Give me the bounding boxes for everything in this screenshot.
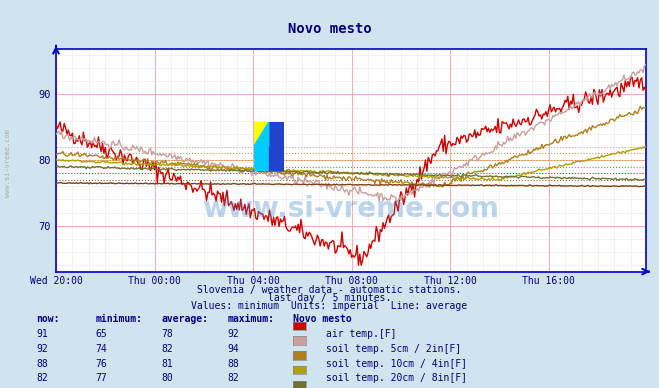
Text: air temp.[F]: air temp.[F]	[326, 329, 397, 339]
Text: 92: 92	[36, 344, 48, 354]
Text: www.si-vreme.com: www.si-vreme.com	[5, 129, 11, 197]
Text: minimum:: minimum:	[96, 314, 142, 324]
Text: 82: 82	[227, 373, 239, 383]
Text: soil temp. 20cm / 8in[F]: soil temp. 20cm / 8in[F]	[326, 373, 467, 383]
Text: 76: 76	[96, 359, 107, 369]
Text: Novo mesto: Novo mesto	[287, 22, 372, 36]
Text: soil temp. 10cm / 4in[F]: soil temp. 10cm / 4in[F]	[326, 359, 467, 369]
Text: now:: now:	[36, 314, 60, 324]
Text: www.si-vreme.com: www.si-vreme.com	[202, 195, 500, 223]
Text: soil temp. 5cm / 2in[F]: soil temp. 5cm / 2in[F]	[326, 344, 461, 354]
Text: maximum:: maximum:	[227, 314, 274, 324]
Text: 81: 81	[161, 359, 173, 369]
Polygon shape	[254, 122, 269, 147]
Text: 88: 88	[36, 359, 48, 369]
Text: Novo mesto: Novo mesto	[293, 314, 352, 324]
Text: Values: minimum  Units: imperial  Line: average: Values: minimum Units: imperial Line: av…	[191, 301, 468, 311]
Text: 82: 82	[36, 373, 48, 383]
Text: 82: 82	[161, 344, 173, 354]
Text: 65: 65	[96, 329, 107, 339]
Text: 78: 78	[161, 329, 173, 339]
Polygon shape	[269, 122, 284, 171]
Polygon shape	[254, 122, 269, 147]
Text: average:: average:	[161, 314, 208, 324]
Text: 88: 88	[227, 359, 239, 369]
Text: last day / 5 minutes.: last day / 5 minutes.	[268, 293, 391, 303]
Text: 77: 77	[96, 373, 107, 383]
Text: 91: 91	[36, 329, 48, 339]
Text: 74: 74	[96, 344, 107, 354]
Text: Slovenia / weather data - automatic stations.: Slovenia / weather data - automatic stat…	[197, 285, 462, 295]
Text: 80: 80	[161, 373, 173, 383]
Text: 94: 94	[227, 344, 239, 354]
Polygon shape	[254, 147, 269, 171]
Text: 92: 92	[227, 329, 239, 339]
